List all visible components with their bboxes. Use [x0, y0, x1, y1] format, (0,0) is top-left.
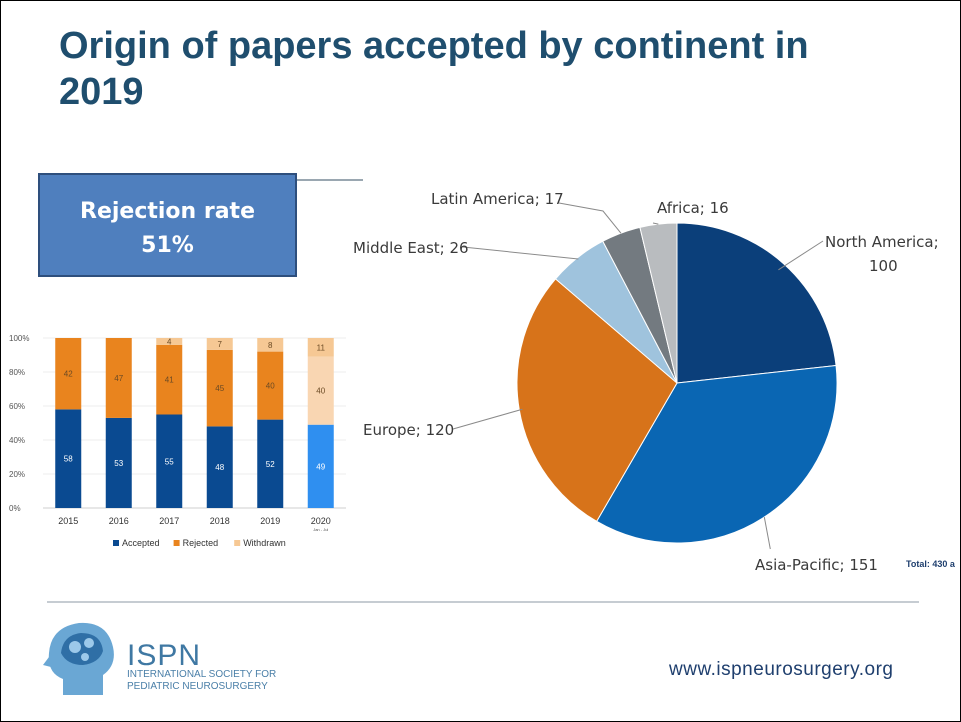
bar-segment-rejected	[55, 338, 82, 410]
bar-segment-accepted	[206, 426, 233, 508]
pie-slice-north-america	[676, 222, 837, 384]
pie-label-africa: Africa; 16	[657, 199, 729, 217]
ispn-logo-head-icon	[43, 622, 114, 695]
legend-label-rejected: Rejected	[183, 538, 219, 548]
bar-data-label: 41	[165, 376, 174, 385]
bar-segment-rejected	[206, 349, 233, 427]
bar-segment-withdrawn	[257, 338, 284, 352]
legend-swatch-withdrawn	[234, 540, 241, 546]
pie-slice-africa	[639, 222, 678, 384]
stacked-bar-chart: 0% 20% 40% 60% 80% 100% 58 42 2015 53 47 2016 55 41 4 2…	[9, 334, 346, 548]
pie-label-middle-east: Middle East; 26	[353, 239, 469, 257]
leader-line-asia-pacific	[763, 516, 771, 550]
leader-line-africa	[652, 222, 659, 225]
bar-category-label: 2018	[210, 516, 230, 526]
bar-data-label: 48	[215, 463, 224, 472]
rejection-rate-value: 51%	[141, 233, 194, 258]
logo-name: ISPN	[127, 639, 202, 672]
legend-label-accepted: Accepted	[122, 538, 160, 548]
rejection-rate-label: Rejection rate	[80, 199, 255, 224]
bar-segment-withdrawn	[307, 338, 334, 357]
leader-line-middle-east	[462, 246, 579, 260]
bar-segment-rejected	[307, 356, 334, 425]
bar-data-label: 49	[316, 462, 325, 471]
logo-subtitle-line-2: PEDIATRIC NEUROSURGERY	[127, 681, 268, 692]
bar-y-tick-label: 60%	[9, 402, 25, 411]
bar-segment-accepted	[55, 409, 82, 508]
bar-category-label: 2019	[260, 516, 280, 526]
bar-segment-accepted	[156, 414, 183, 508]
bar-category-label: 2020	[311, 516, 331, 526]
bar-y-tick-label: 80%	[9, 368, 25, 377]
total-note: Total: 430 a	[906, 559, 955, 569]
rejection-rate-box: Rejection rate 51%	[38, 173, 297, 277]
bar-data-label: 7	[218, 340, 223, 349]
leader-line-latin-america	[558, 202, 622, 234]
bar-y-tick-label: 100%	[9, 334, 29, 343]
bar-data-label: 40	[266, 382, 275, 391]
pie-label-north-america: North America;	[825, 233, 939, 251]
bar-segment-accepted	[307, 424, 334, 508]
bar-segment-rejected	[257, 351, 284, 420]
bar-data-label: 4	[167, 337, 172, 346]
bar-data-label: 55	[165, 457, 174, 466]
pie-chart: North America; 100 Asia-Pacific; 151 Europe…	[353, 190, 939, 574]
bar-data-label: 58	[64, 455, 73, 464]
logo-subtitle: INTERNATIONAL SOCIETY FOR PEDIATRIC NEUR…	[127, 669, 307, 693]
bar-segment-withdrawn	[156, 338, 183, 345]
bar-segment-rejected	[156, 344, 183, 415]
bar-data-label: 53	[114, 459, 123, 468]
bar-y-tick-label: 20%	[9, 470, 25, 479]
bar-data-label: 47	[114, 374, 123, 383]
bar-y-tick-label: 40%	[9, 436, 25, 445]
bar-y-tick-label: 0%	[9, 504, 21, 513]
bar-category-label: 2016	[109, 516, 129, 526]
pie-label-asia-pacific: Asia-Pacific; 151	[755, 556, 878, 574]
bar-data-label: 52	[266, 460, 275, 469]
bar-category-sublabel: Jan - Jul	[313, 527, 328, 532]
bar-category-label: 2017	[159, 516, 179, 526]
bar-data-label: 11	[317, 343, 326, 352]
bar-segment-withdrawn	[206, 338, 233, 350]
callout-connector	[297, 179, 363, 181]
pie-label-north-america-value: 100	[869, 257, 898, 275]
website-link[interactable]: www.ispneurosurgery.org	[669, 659, 894, 680]
footer-divider	[47, 601, 919, 603]
pie-label-latin-america: Latin America; 17	[431, 190, 564, 208]
bar-data-label: 40	[316, 387, 325, 396]
bar-segment-accepted	[105, 417, 132, 508]
legend-swatch-rejected	[173, 540, 180, 546]
bar-category-label: 2015	[58, 516, 78, 526]
bar-data-label: 8	[268, 341, 273, 350]
bar-segment-accepted	[257, 419, 284, 508]
legend-label-withdrawn: Withdrawn	[243, 538, 286, 548]
leader-line-north-america	[778, 240, 824, 271]
bar-segment-rejected	[105, 338, 132, 418]
pie-label-europe: Europe; 120	[363, 421, 454, 439]
pie-slice-asia-pacific	[595, 364, 838, 544]
leader-line-europe	[452, 408, 523, 430]
slide-title: Origin of papers accepted by continent i…	[59, 25, 809, 113]
bar-data-label: 42	[64, 370, 73, 379]
legend-swatch-accepted	[113, 540, 119, 546]
bar-data-label: 45	[215, 384, 224, 393]
logo-subtitle-line-1: INTERNATIONAL SOCIETY FOR	[127, 669, 277, 680]
